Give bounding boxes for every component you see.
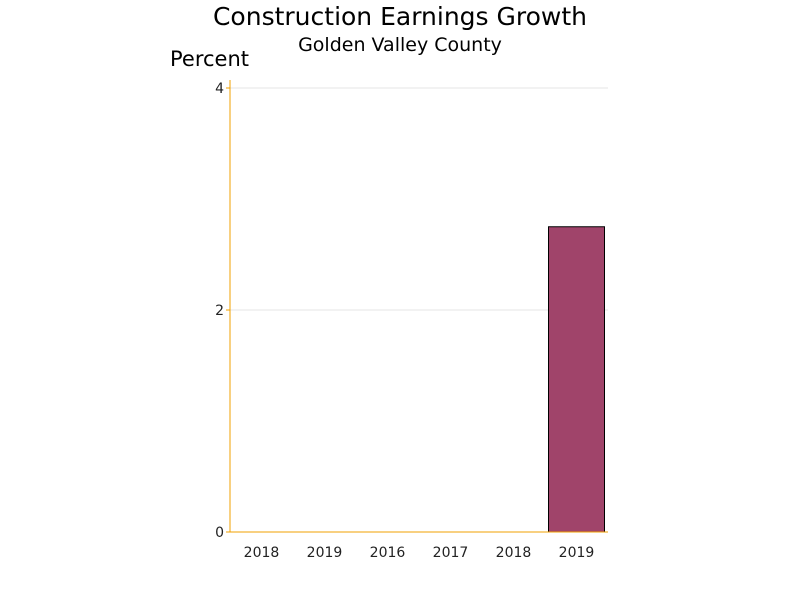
- tick-labels: 0 2 4 2018 2019 2016 2017 2018 2019: [215, 81, 594, 561]
- axes: [226, 80, 608, 533]
- x-tick-label: 2019: [307, 545, 343, 561]
- gridlines: [230, 87, 608, 311]
- y-axis-label: Percent: [170, 47, 250, 71]
- x-tick-label: 2018: [496, 545, 532, 561]
- x-tick-label: 2019: [559, 545, 595, 561]
- y-tick-label: 0: [215, 525, 224, 541]
- chart-title: Construction Earnings Growth: [212, 2, 588, 31]
- x-tick-label: 2016: [370, 545, 406, 561]
- bar: [548, 226, 605, 533]
- x-tick-label: 2017: [433, 545, 469, 561]
- chart-subtitle: Golden Valley County: [298, 34, 502, 56]
- x-tick-label: 2018: [244, 545, 280, 561]
- y-tick-label: 4: [215, 81, 224, 97]
- y-tick-label: 2: [215, 303, 224, 319]
- bars: [548, 226, 605, 533]
